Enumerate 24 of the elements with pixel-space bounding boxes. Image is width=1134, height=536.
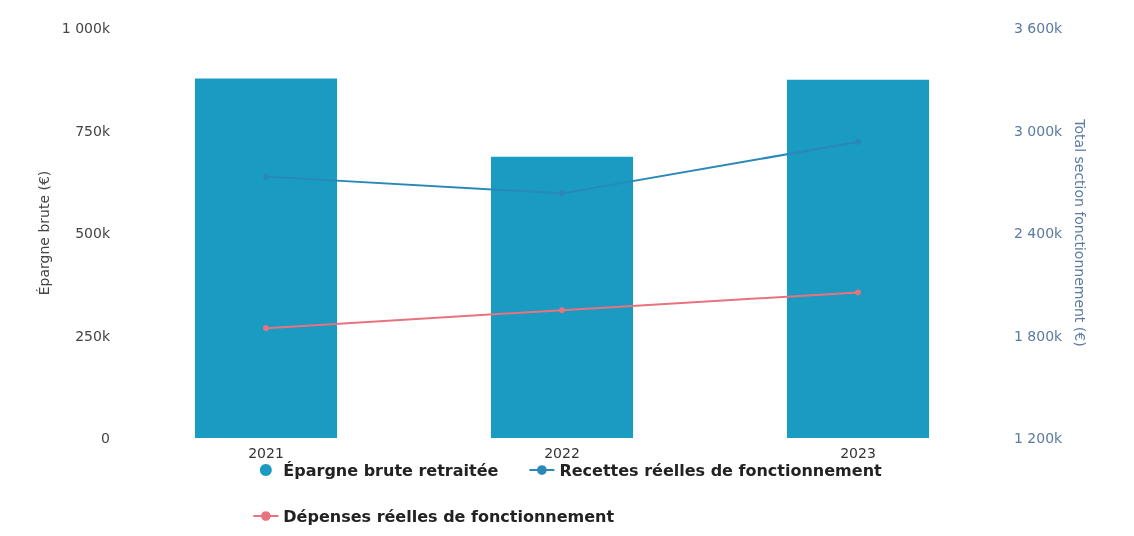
y-tick-label: 500k <box>75 225 111 241</box>
legend-label: Dépenses réelles de fonctionnement <box>283 506 615 526</box>
y-tick-label: 250k <box>75 327 111 344</box>
x-tick-label: 2022 <box>544 445 580 461</box>
y-tick-label: 0 <box>101 430 110 446</box>
y-axis-title: Épargne brute (€) <box>35 170 52 296</box>
bar <box>194 78 338 438</box>
y2-tick-label: 3 000k <box>1014 122 1064 139</box>
point <box>263 325 269 332</box>
y2-tick-label: 2 400k <box>1014 225 1064 241</box>
x-tick-label: 2023 <box>840 445 876 461</box>
y2-tick-label: 1 800k <box>1014 327 1064 344</box>
y2-tick-label: 3 600k <box>1014 20 1064 36</box>
legend-label: Épargne brute retraitée <box>283 460 499 480</box>
y2-axis-title: Total section fonctionnement (€) <box>1072 118 1089 347</box>
point <box>855 289 861 296</box>
bar <box>786 79 930 438</box>
y2-tick-label: 1 200k <box>1014 430 1064 446</box>
y-tick-label: 1 000k <box>61 20 111 36</box>
bar <box>490 156 634 438</box>
legend-label: Recettes réelles de fonctionnement <box>559 460 883 480</box>
x-tick-label: 2021 <box>248 445 284 461</box>
y-tick-label: 750k <box>75 122 111 139</box>
point <box>559 307 565 314</box>
